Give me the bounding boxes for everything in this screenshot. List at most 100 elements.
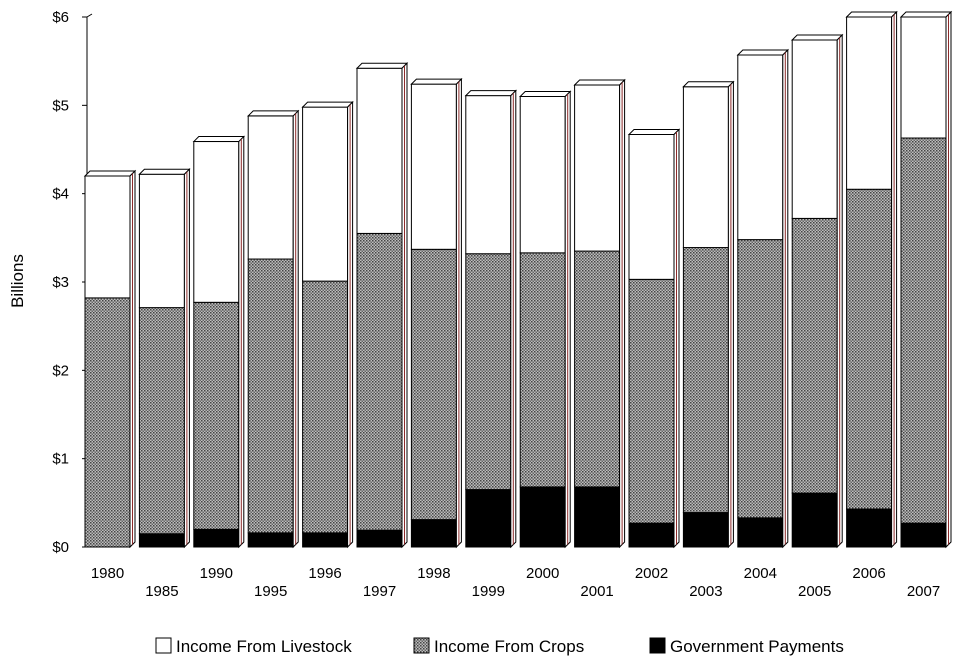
x-tick-label: 1998 xyxy=(417,565,450,582)
bar-top-face xyxy=(192,136,246,143)
y-axis-3d-edge xyxy=(86,13,93,18)
bar-segment-government-payments xyxy=(247,532,294,548)
bar-segment-income-from-livestock xyxy=(465,95,512,255)
bar-segment-income-from-crops xyxy=(138,307,185,535)
bar-segment-income-from-crops xyxy=(465,253,512,491)
bar-group-2007 xyxy=(899,10,953,549)
bar-segment-government-payments xyxy=(465,489,512,548)
bar-segment-income-from-livestock xyxy=(519,96,566,254)
bar-group-2005 xyxy=(790,33,844,549)
bar-segment-income-from-crops xyxy=(247,258,294,534)
bar-segment-income-from-livestock xyxy=(682,86,729,249)
legend-label: Income From Livestock xyxy=(176,637,352,656)
y-tick-label: $1 xyxy=(52,451,69,468)
bar-segment-income-from-crops xyxy=(84,297,131,548)
x-tick-label: 2001 xyxy=(580,583,613,600)
bar-top-face xyxy=(410,78,463,85)
x-tick-label: 1980 xyxy=(91,565,124,582)
bar-top-face xyxy=(246,110,300,117)
bar-top-face xyxy=(573,79,626,86)
bar-segment-income-from-livestock xyxy=(574,84,621,252)
bar-group-2006 xyxy=(845,10,898,549)
bar-segment-government-payments xyxy=(737,517,784,548)
x-tick-label: 2006 xyxy=(852,565,885,582)
bar-segment-government-payments xyxy=(410,519,457,548)
bar-top-face xyxy=(83,170,137,177)
legend: Income From Livestock Income From Crops Go… xyxy=(155,637,844,656)
bar-group-1990 xyxy=(192,135,246,549)
bar-group-2000 xyxy=(518,90,572,549)
bar-segment-income-from-crops xyxy=(356,232,403,531)
bar-segment-government-payments xyxy=(574,486,621,548)
bar-top-face xyxy=(301,101,354,108)
bar-segment-government-payments xyxy=(356,529,403,548)
bar-top-face xyxy=(464,90,518,97)
bar-segment-income-from-crops xyxy=(682,247,729,514)
bar-segment-income-from-crops xyxy=(574,250,621,488)
bar-segment-income-from-livestock xyxy=(138,173,185,309)
bar-segment-income-from-livestock xyxy=(900,16,947,139)
bar-group-1999 xyxy=(464,89,518,549)
bar-top-face xyxy=(518,91,572,97)
bar-top-face xyxy=(736,49,790,56)
y-axis-title: Billions xyxy=(8,254,27,308)
x-tick-label: 1985 xyxy=(145,583,178,600)
x-tick-label: 1995 xyxy=(254,583,287,600)
bar-group-1980 xyxy=(83,169,137,549)
legend-item-income-from-crops: Income From Crops xyxy=(413,637,584,656)
bar-segment-income-from-crops xyxy=(791,217,838,494)
y-tick-label: $6 xyxy=(52,9,69,26)
y-tick-label: $3 xyxy=(52,274,69,291)
x-tick-label: 2004 xyxy=(744,565,777,582)
bar-segment-income-from-livestock xyxy=(247,115,294,260)
bar-segment-income-from-livestock xyxy=(356,67,403,234)
bar-group-2003 xyxy=(682,80,735,549)
legend-swatch xyxy=(413,637,430,654)
bar-segment-income-from-livestock xyxy=(410,83,457,250)
bar-segment-government-payments xyxy=(302,532,349,548)
bar-top-face xyxy=(790,34,844,41)
bar-segment-income-from-crops xyxy=(900,137,947,524)
bar-top-face xyxy=(627,128,681,135)
bar-group-1996 xyxy=(301,100,354,549)
bar-segment-income-from-crops xyxy=(737,239,784,519)
bar-segment-income-from-livestock xyxy=(628,133,675,280)
x-tick-label: 1999 xyxy=(472,583,505,600)
bar-segment-income-from-crops xyxy=(410,248,457,521)
bar-top-face xyxy=(845,11,898,18)
y-tick-label: $5 xyxy=(52,97,69,114)
bar-group-2001 xyxy=(573,78,626,549)
bar-top-face xyxy=(682,81,735,88)
bar-segment-income-from-livestock xyxy=(791,39,838,219)
bar-group-1995 xyxy=(246,109,300,549)
legend-swatch xyxy=(155,637,172,654)
y-tick-label: $0 xyxy=(52,539,69,556)
bar-segment-income-from-crops xyxy=(519,252,566,488)
x-tick-label: 2005 xyxy=(798,583,831,600)
bar-segment-income-from-livestock xyxy=(302,106,349,282)
x-tick-label: 2000 xyxy=(526,565,559,582)
bar-segment-government-payments xyxy=(193,528,240,548)
legend-label: Government Payments xyxy=(670,637,844,656)
bar-segment-income-from-livestock xyxy=(846,16,893,190)
legend-label: Income From Crops xyxy=(434,637,584,656)
bar-segment-government-payments xyxy=(900,522,947,548)
bar-group-1998 xyxy=(410,77,463,549)
bar-group-1997 xyxy=(355,62,409,549)
bar-segment-income-from-crops xyxy=(628,278,675,524)
bar-top-face xyxy=(355,62,409,69)
bar-segment-income-from-crops xyxy=(193,301,240,530)
bars xyxy=(83,10,953,549)
bar-segment-government-payments xyxy=(791,492,838,548)
y-tick-label: $2 xyxy=(52,362,69,379)
bar-group-1985 xyxy=(138,168,191,549)
legend-swatch xyxy=(649,637,666,654)
y-tick-label: $4 xyxy=(52,186,69,203)
bar-group-2002 xyxy=(627,128,681,549)
bar-group-2004 xyxy=(736,48,790,549)
bar-segment-government-payments xyxy=(138,533,185,548)
x-axis-tick-labels: 1980 1985 1990 1995 1996 1997 1998 1999 2000 2001… xyxy=(91,565,940,600)
bar-top-face xyxy=(138,168,191,175)
x-tick-label: 2007 xyxy=(907,583,940,600)
